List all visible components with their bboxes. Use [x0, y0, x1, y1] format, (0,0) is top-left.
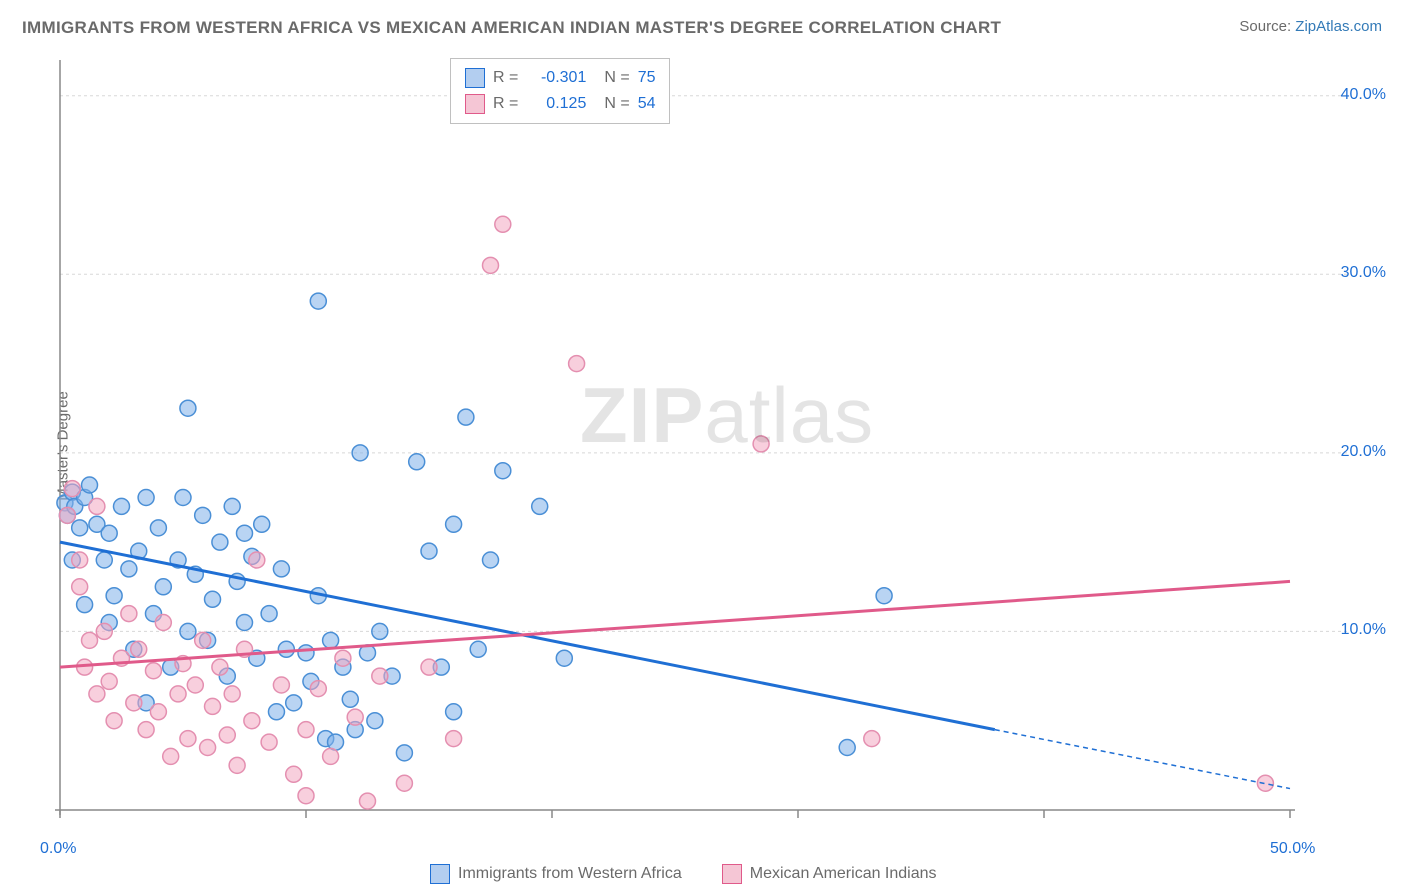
y-tick-label: 10.0%	[1341, 621, 1386, 639]
watermark-bold: ZIP	[580, 371, 704, 459]
legend-label-0: Immigrants from Western Africa	[458, 865, 682, 883]
source-label: Source: ZipAtlas.com	[1239, 18, 1382, 35]
stats-legend: R = -0.301 N = 75 R = 0.125 N = 54	[450, 58, 670, 124]
stats-row-0: R = -0.301 N = 75	[465, 65, 655, 91]
r-label: R =	[493, 65, 518, 91]
r-label: R =	[493, 91, 518, 117]
swatch-series-0	[465, 68, 485, 88]
legend-item-0: Immigrants from Western Africa	[430, 864, 682, 884]
y-tick-label: 20.0%	[1341, 443, 1386, 461]
stats-row-1: R = 0.125 N = 54	[465, 91, 655, 117]
watermark: ZIPatlas	[580, 370, 874, 461]
chart-title: IMMIGRANTS FROM WESTERN AFRICA VS MEXICA…	[22, 18, 1001, 38]
swatch-series-0-icon	[430, 864, 450, 884]
swatch-series-1	[465, 94, 485, 114]
r-value-1: 0.125	[526, 91, 586, 117]
y-tick-label: 40.0%	[1341, 86, 1386, 104]
legend-label-1: Mexican American Indians	[750, 865, 937, 883]
legend-item-1: Mexican American Indians	[722, 864, 937, 884]
chart-container: IMMIGRANTS FROM WESTERN AFRICA VS MEXICA…	[0, 0, 1406, 892]
watermark-rest: atlas	[704, 371, 874, 459]
source-link[interactable]: ZipAtlas.com	[1295, 18, 1382, 35]
series-legend: Immigrants from Western Africa Mexican A…	[430, 864, 937, 884]
n-label: N =	[604, 65, 629, 91]
y-tick-label: 30.0%	[1341, 264, 1386, 282]
x-tick-label: 0.0%	[40, 840, 76, 858]
n-value-1: 54	[638, 91, 656, 117]
swatch-series-1-icon	[722, 864, 742, 884]
x-tick-label: 50.0%	[1270, 840, 1315, 858]
n-label: N =	[604, 91, 629, 117]
source-prefix: Source:	[1239, 18, 1295, 35]
r-value-0: -0.301	[526, 65, 586, 91]
n-value-0: 75	[638, 65, 656, 91]
